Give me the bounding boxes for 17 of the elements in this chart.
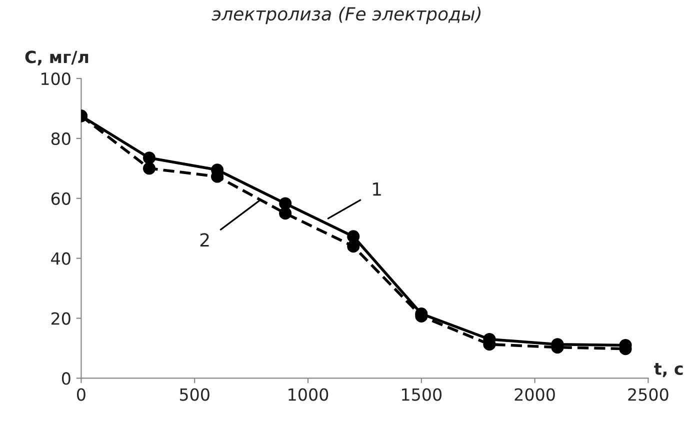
x-tick-label: 500 — [180, 388, 210, 401]
y-tick-label: 0 — [62, 372, 70, 385]
x-axis-title: t, с — [654, 363, 683, 378]
x-tick-label: 1000 — [288, 388, 328, 401]
annotation: 1 — [373, 182, 381, 196]
y-tick-label: 100 — [41, 72, 70, 86]
x-tick-label: 2500 — [628, 388, 668, 401]
chart-title: электролиза (Fe электроды) — [212, 6, 481, 24]
y-tick-label: 40 — [51, 252, 70, 265]
y-tick-label: 60 — [51, 192, 70, 205]
y-axis-title: С, мг/л — [25, 50, 88, 66]
annotation: 2 — [200, 233, 209, 247]
y-tick-label: 20 — [51, 312, 70, 325]
x-tick-label: 2000 — [514, 388, 555, 401]
x-tick-label: 1500 — [402, 388, 442, 401]
y-tick-label: 80 — [51, 132, 70, 146]
x-tick-label: 0 — [76, 388, 86, 401]
